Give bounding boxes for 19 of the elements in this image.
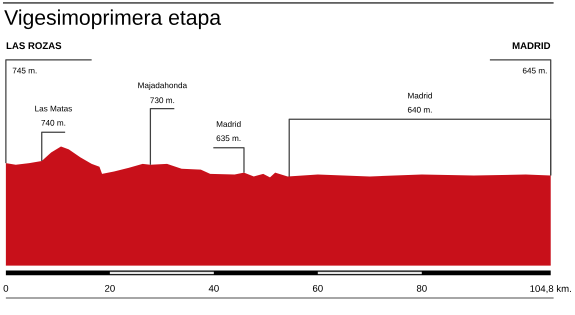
x-tick-label: 104,8 km. — [530, 284, 571, 294]
annotation: 740 m. — [41, 120, 66, 126]
text: Madrid — [216, 120, 241, 127]
annotation: 645 m. — [522, 68, 547, 74]
chart-title: Vigesimoprimera etapa — [4, 9, 222, 29]
text: MADRID — [512, 42, 550, 49]
x-tick-label: 80 — [416, 284, 427, 292]
annotation: 635 m. — [216, 135, 240, 141]
x-tick-label: 20 — [104, 284, 115, 292]
x-tick-label: 60 — [312, 284, 323, 292]
x-tick-label: 0 — [4, 284, 8, 292]
text: Majadahonda — [138, 82, 188, 90]
annotation: 730 m. — [150, 97, 174, 103]
text: Las Matas — [35, 106, 72, 112]
text: LAS ROZAS — [6, 42, 62, 49]
text: Madrid — [408, 92, 432, 98]
annotation: 745 m. — [12, 68, 37, 74]
annotation: 640 m. — [408, 106, 432, 112]
x-tick-label: 40 — [208, 284, 219, 292]
